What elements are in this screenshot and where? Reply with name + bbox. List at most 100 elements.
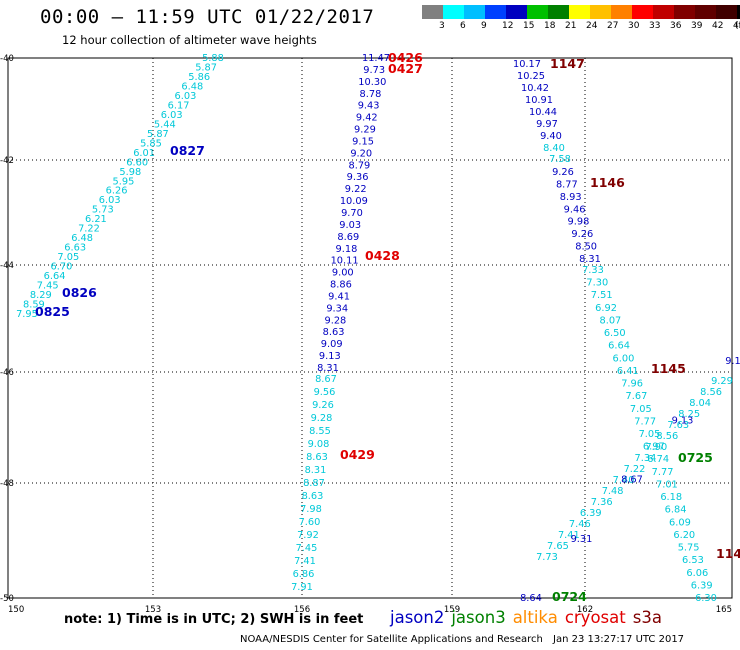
wave-height-value: 9.46 bbox=[564, 204, 586, 215]
wave-height-value: 5.44 bbox=[154, 119, 176, 130]
scale-swatch bbox=[485, 5, 506, 19]
scale-tick-label: 24 bbox=[586, 21, 598, 31]
wave-height-value: 8.31 bbox=[317, 363, 339, 374]
pass-time-label: 0725 bbox=[678, 450, 713, 465]
wave-height-value: 9.13 bbox=[319, 351, 341, 362]
wave-height-value: 9.22 bbox=[345, 184, 367, 195]
wave-height-value: 10.25 bbox=[517, 71, 545, 82]
wave-height-value: 7.91 bbox=[291, 582, 313, 593]
color-scale-bar bbox=[422, 5, 740, 19]
wave-height-value: 8.79 bbox=[348, 160, 370, 171]
legend-s3a: s3a bbox=[632, 608, 662, 627]
wave-height-value: 6.86 bbox=[293, 569, 315, 580]
wave-height-value: 9.08 bbox=[308, 439, 330, 450]
wave-height-value: 9.28 bbox=[324, 315, 346, 326]
latitude-label: -46 bbox=[0, 368, 14, 378]
scale-swatch bbox=[590, 5, 611, 19]
wave-height-value: 6.48 bbox=[71, 233, 93, 244]
wave-height-value: 9.26 bbox=[552, 167, 574, 178]
wave-height-value: 7.77 bbox=[634, 416, 656, 427]
pass-time-label: 0826 bbox=[62, 285, 97, 300]
pass-time-label: 0827 bbox=[170, 143, 205, 158]
wave-height-value: 8.63 bbox=[323, 327, 345, 338]
wave-height-value: 7.92 bbox=[297, 530, 319, 541]
scale-unit-label: (ft) bbox=[735, 21, 740, 31]
wave-height-value: 9.73 bbox=[363, 65, 385, 76]
wave-height-value: 8.04 bbox=[689, 398, 711, 409]
wave-height-value: 6.70 bbox=[51, 262, 73, 273]
wave-height-value: 7.77 bbox=[652, 467, 674, 478]
wave-height-value: 7.33 bbox=[582, 265, 604, 276]
scale-swatch bbox=[443, 5, 464, 19]
footer-credit: NOAA/NESDIS Center for Satellite Applica… bbox=[240, 634, 543, 645]
scale-tick-label: 39 bbox=[691, 21, 703, 31]
pass-time-label: 1145 bbox=[651, 361, 686, 376]
wave-height-value: 9.26 bbox=[571, 229, 593, 240]
scale-swatch bbox=[548, 5, 569, 19]
wave-height-value: 8.69 bbox=[337, 232, 359, 243]
wave-height-value: 10.30 bbox=[358, 77, 386, 88]
wave-height-value: 7.45 bbox=[296, 543, 318, 554]
scale-tick-label: 12 bbox=[502, 21, 514, 31]
wave-height-value: 8.25 bbox=[678, 409, 700, 420]
wave-height-value: 8.63 bbox=[302, 491, 324, 502]
wave-height-value: 10.42 bbox=[521, 83, 549, 94]
wave-height-value: 7.05 bbox=[639, 429, 661, 440]
scale-tick-label: 21 bbox=[565, 21, 577, 31]
wave-height-value: 5.73 bbox=[92, 205, 114, 216]
wave-height-value: 8.63 bbox=[306, 452, 328, 463]
wave-height-value: 7.73 bbox=[536, 552, 558, 563]
wave-height-value: 9.09 bbox=[321, 339, 343, 350]
wave-height-value: 8.40 bbox=[543, 143, 565, 154]
wave-height-value: 8.31 bbox=[579, 254, 601, 265]
wave-height-value: 7.34 bbox=[635, 453, 657, 464]
legend-altika: altika bbox=[512, 608, 558, 627]
wave-height-value: 6.63 bbox=[64, 243, 86, 254]
scale-swatch bbox=[674, 5, 695, 19]
wave-height-value: 6.53 bbox=[682, 555, 704, 566]
wave-height-value: 7.30 bbox=[586, 278, 608, 289]
wave-height-value: 7.63 bbox=[667, 420, 689, 431]
scale-swatch bbox=[422, 5, 443, 19]
wave-height-value: 8.78 bbox=[360, 89, 382, 100]
wave-height-value: 9.20 bbox=[350, 148, 372, 159]
wave-height-value: 7.36 bbox=[591, 497, 613, 508]
map-frame bbox=[7, 57, 733, 599]
wave-height-value: 5.75 bbox=[678, 543, 700, 554]
wave-height-value: 10.09 bbox=[340, 196, 368, 207]
scale-swatch bbox=[506, 5, 527, 19]
wave-height-value: 6.92 bbox=[595, 303, 617, 314]
wave-height-value: 6.06 bbox=[686, 568, 708, 579]
wave-height-value: 7.45 bbox=[37, 281, 59, 292]
wave-height-value: 5.87 bbox=[195, 62, 217, 73]
wave-height-value: 6.84 bbox=[665, 505, 687, 516]
wave-height-value: 9.18 bbox=[336, 244, 358, 255]
pass-time-label: 114 bbox=[716, 546, 740, 561]
scale-tick-label: 33 bbox=[649, 21, 661, 31]
wave-height-value: 9.56 bbox=[314, 387, 336, 398]
wave-height-value: 6.18 bbox=[660, 492, 682, 503]
wave-height-value: 7.60 bbox=[299, 517, 321, 528]
wave-height-value: 7.41 bbox=[558, 530, 580, 541]
longitude-label: 156 bbox=[294, 605, 310, 615]
wave-height-value: 8.86 bbox=[330, 280, 352, 291]
scale-tick-label: 3 bbox=[439, 21, 445, 31]
wave-height-value: 7.96 bbox=[621, 379, 643, 390]
scale-swatch bbox=[737, 5, 740, 19]
scale-swatch bbox=[569, 5, 590, 19]
wave-height-value: 6.97 bbox=[643, 442, 665, 453]
longitude-label: 165 bbox=[716, 605, 732, 615]
wave-height-value: 6.01 bbox=[133, 148, 155, 159]
latitude-label: -44 bbox=[0, 261, 14, 271]
pass-time-label: 0427 bbox=[388, 61, 423, 76]
longitude-label: 159 bbox=[444, 605, 460, 615]
pass-time-label: 0429 bbox=[340, 447, 375, 462]
scale-swatch bbox=[695, 5, 716, 19]
wave-height-value: 6.74 bbox=[647, 454, 669, 465]
wave-height-value: 7.58 bbox=[549, 154, 571, 165]
wave-height-value: 9.97 bbox=[536, 119, 558, 130]
scale-tick-label: 36 bbox=[670, 21, 682, 31]
satellite-legend: jason2 jason3 altika cryosat s3a bbox=[390, 608, 669, 627]
longitude-label: 150 bbox=[8, 605, 24, 615]
pass-time-label: 1146 bbox=[590, 175, 625, 190]
